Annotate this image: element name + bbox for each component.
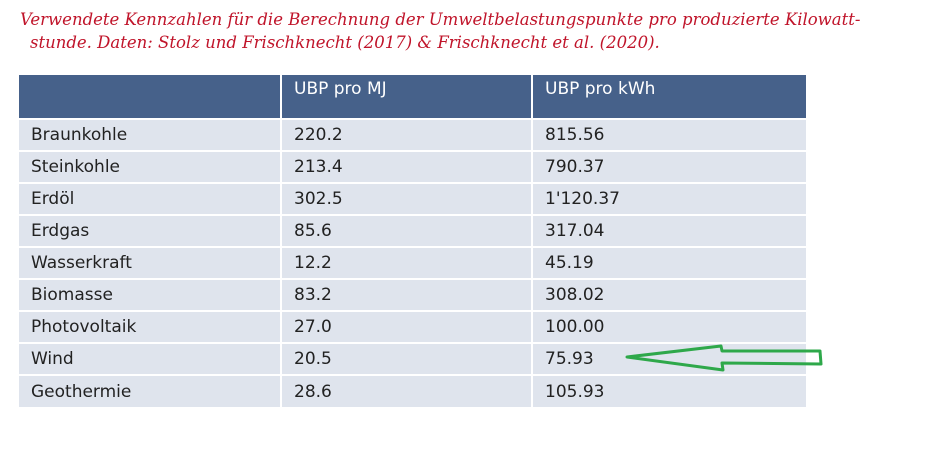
cell-ubp-mj: 220.2 (281, 118, 533, 151)
cell-source: Erdöl (19, 182, 282, 215)
emissions-table: UBP pro MJ UBP pro kWh Braunkohle 220.2 … (19, 75, 806, 407)
cell-ubp-kwh: 317.04 (532, 214, 806, 247)
cell-source: Wasserkraft (19, 246, 282, 279)
cell-ubp-mj: 12.2 (281, 246, 533, 279)
table-row: Erdöl 302.5 1'120.37 (19, 182, 806, 215)
table-caption: Verwendete Kennzahlen für die Berechnung… (20, 8, 925, 54)
table-row: Braunkohle 220.2 815.56 (19, 118, 806, 151)
header-cell-ubp-kwh: UBP pro kWh (532, 75, 806, 119)
cell-ubp-kwh: 815.56 (532, 118, 806, 151)
cell-source: Geothermie (19, 374, 282, 407)
cell-source: Braunkohle (19, 118, 282, 151)
cell-ubp-mj: 20.5 (281, 342, 533, 375)
table-row: Wasserkraft 12.2 45.19 (19, 246, 806, 279)
cell-source: Erdgas (19, 214, 282, 247)
cell-ubp-mj: 28.6 (281, 374, 533, 407)
cell-source: Wind (19, 342, 282, 375)
table-row: Photovoltaik 27.0 100.00 (19, 310, 806, 343)
table-row: Biomasse 83.2 308.02 (19, 278, 806, 311)
caption-line-1: Verwendete Kennzahlen für die Berechnung… (20, 10, 861, 29)
header-cell-source (19, 75, 282, 119)
table-row: Wind 20.5 75.93 (19, 342, 806, 375)
table-header-row: UBP pro MJ UBP pro kWh (19, 75, 806, 119)
cell-ubp-kwh: 790.37 (532, 150, 806, 183)
caption-line-2: stunde. Daten: Stolz und Frischknecht (2… (30, 33, 660, 52)
table-row: Steinkohle 213.4 790.37 (19, 150, 806, 183)
cell-ubp-mj: 85.6 (281, 214, 533, 247)
table-row: Geothermie 28.6 105.93 (19, 374, 806, 407)
cell-source: Steinkohle (19, 150, 282, 183)
cell-ubp-mj: 302.5 (281, 182, 533, 215)
cell-source: Photovoltaik (19, 310, 282, 343)
cell-ubp-kwh: 105.93 (532, 374, 806, 407)
cell-source: Biomasse (19, 278, 282, 311)
header-cell-ubp-mj: UBP pro MJ (281, 75, 533, 119)
cell-ubp-mj: 213.4 (281, 150, 533, 183)
cell-ubp-kwh: 75.93 (532, 342, 806, 375)
table-row: Erdgas 85.6 317.04 (19, 214, 806, 247)
cell-ubp-kwh: 100.00 (532, 310, 806, 343)
cell-ubp-kwh: 308.02 (532, 278, 806, 311)
cell-ubp-mj: 27.0 (281, 310, 533, 343)
cell-ubp-kwh: 45.19 (532, 246, 806, 279)
cell-ubp-mj: 83.2 (281, 278, 533, 311)
cell-ubp-kwh: 1'120.37 (532, 182, 806, 215)
